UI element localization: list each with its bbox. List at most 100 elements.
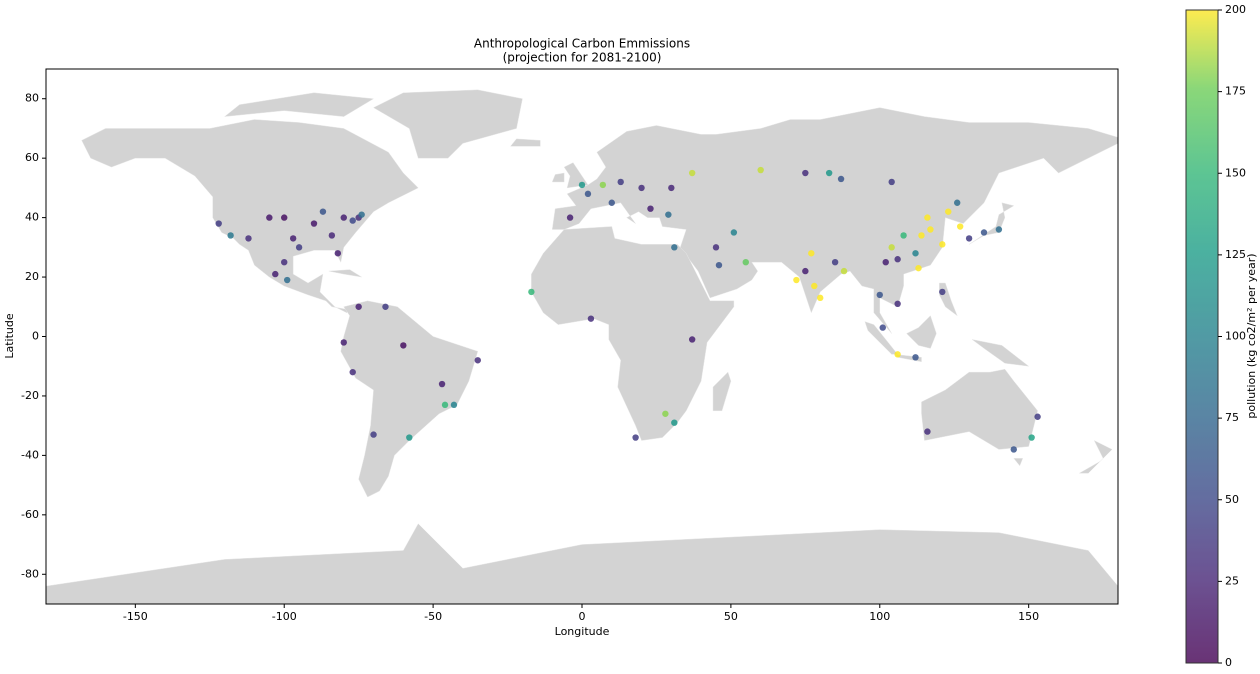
- colorbar-tick-label: 75: [1225, 411, 1239, 424]
- point: [566, 214, 574, 221]
- point: [665, 211, 672, 218]
- point: [808, 250, 815, 257]
- point: [894, 256, 901, 263]
- point: [757, 166, 764, 174]
- colorbar-tick-label: 150: [1225, 166, 1246, 179]
- point: [802, 169, 809, 177]
- colorbar-tick-label: 100: [1225, 330, 1246, 343]
- point: [438, 380, 446, 388]
- point: [638, 184, 645, 192]
- point: [888, 244, 895, 251]
- north-america: [81, 119, 419, 313]
- point: [1028, 434, 1035, 441]
- point: [900, 232, 907, 239]
- point: [1034, 413, 1041, 420]
- point: [578, 181, 586, 189]
- y-tick-label: 80: [25, 92, 39, 105]
- point: [837, 175, 845, 183]
- x-tick-label: -50: [424, 610, 442, 623]
- point: [939, 241, 946, 248]
- point: [956, 223, 964, 230]
- point: [400, 342, 407, 349]
- y-tick-label: -60: [21, 508, 39, 521]
- point: [528, 288, 535, 296]
- point: [879, 324, 886, 331]
- new-zealand: [1078, 440, 1113, 474]
- point: [793, 276, 800, 284]
- madagascar: [712, 371, 732, 412]
- iceland: [510, 138, 541, 147]
- point: [888, 178, 895, 186]
- point: [802, 267, 809, 275]
- y-tick-label: 60: [25, 151, 39, 164]
- philippines: [939, 282, 958, 317]
- chart-subtitle: (projection for 2081-2100): [503, 51, 662, 65]
- x-tick-label: 150: [1018, 610, 1039, 623]
- point: [340, 214, 347, 221]
- new-guinea: [971, 339, 1030, 367]
- point: [599, 181, 607, 189]
- point: [894, 300, 901, 308]
- land: [46, 89, 1118, 604]
- point: [915, 264, 922, 272]
- point: [227, 232, 234, 239]
- point: [349, 368, 356, 376]
- point: [811, 282, 818, 290]
- y-tick-label: -20: [21, 389, 39, 402]
- point: [688, 336, 696, 343]
- colorbar-tick-label: 50: [1225, 493, 1239, 506]
- y-tick-label: -40: [21, 448, 39, 461]
- point: [927, 226, 934, 233]
- point: [272, 270, 279, 278]
- point: [370, 431, 377, 438]
- point: [284, 276, 291, 284]
- point: [281, 214, 288, 221]
- point: [340, 339, 347, 346]
- x-axis-label: Longitude: [555, 625, 610, 638]
- colorbar: [1185, 9, 1219, 664]
- point: [289, 235, 297, 242]
- point: [632, 434, 639, 441]
- point: [668, 184, 675, 192]
- point: [587, 315, 595, 322]
- point: [912, 354, 919, 361]
- australia: [921, 368, 1038, 450]
- point: [688, 169, 696, 177]
- y-tick-label: -80: [21, 567, 39, 580]
- point: [358, 211, 365, 218]
- point: [266, 214, 273, 221]
- point: [328, 232, 336, 239]
- point: [945, 208, 952, 215]
- point: [831, 258, 839, 266]
- point: [876, 291, 883, 299]
- point: [1010, 446, 1017, 453]
- borneo: [906, 315, 937, 349]
- ireland: [551, 172, 565, 183]
- points: [215, 166, 1041, 453]
- point: [295, 244, 303, 251]
- point: [334, 250, 342, 257]
- point: [840, 267, 848, 275]
- point: [608, 199, 615, 206]
- point: [584, 190, 592, 198]
- x-tick-label: 100: [869, 610, 890, 623]
- point: [406, 434, 413, 441]
- point: [894, 351, 901, 358]
- point: [825, 169, 833, 177]
- britain: [563, 162, 589, 189]
- point: [980, 229, 988, 236]
- point: [715, 261, 723, 269]
- greenland: [373, 89, 523, 159]
- point: [712, 244, 720, 251]
- point: [939, 288, 946, 296]
- point: [355, 303, 362, 310]
- point: [924, 428, 931, 435]
- point: [319, 208, 327, 215]
- point: [954, 199, 961, 206]
- point: [742, 258, 749, 266]
- point: [817, 294, 824, 302]
- point: [671, 419, 678, 426]
- eurasia: [551, 107, 1118, 334]
- x-tick-label: 50: [724, 610, 738, 623]
